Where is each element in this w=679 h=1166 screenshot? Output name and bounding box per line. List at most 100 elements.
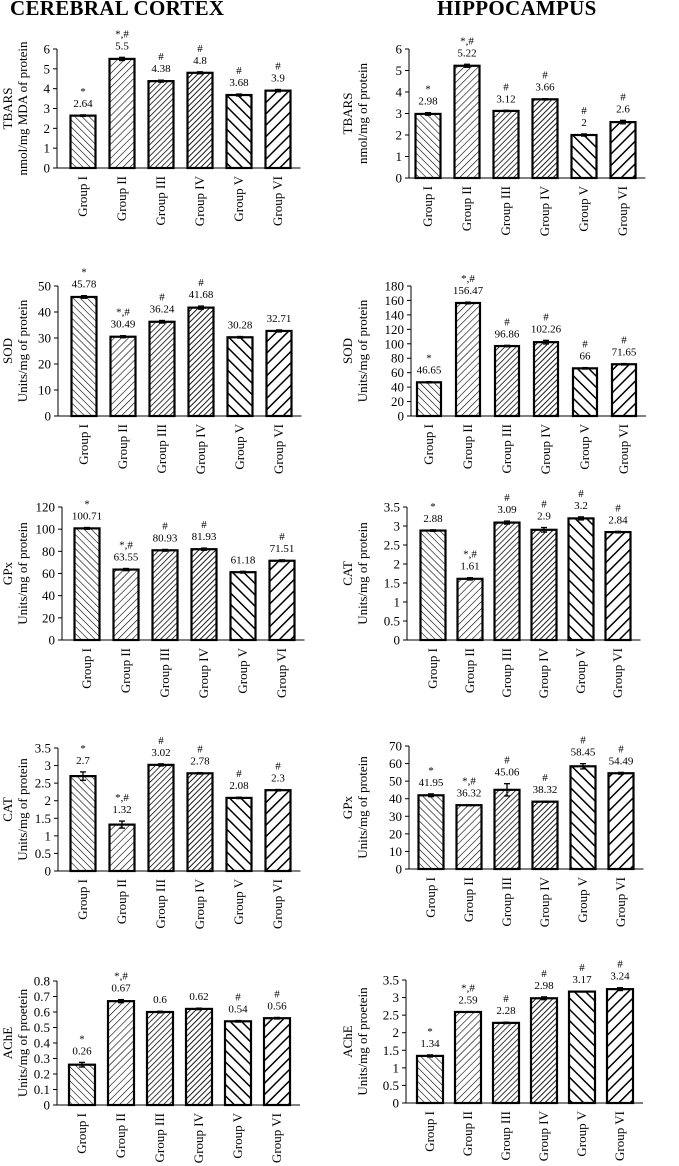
y-axis-title: Units/mg of protein	[15, 299, 30, 402]
value-label: 80.93	[153, 532, 178, 544]
y-axis-title: TBARS	[0, 88, 15, 130]
y-tick-label: 80	[42, 544, 55, 559]
value-label: 5.22	[457, 47, 476, 59]
value-label: 38.32	[533, 784, 558, 796]
bar-group-i	[415, 1054, 445, 1105]
category-label: Group III	[499, 648, 514, 697]
bar-group-ii	[108, 823, 136, 873]
significance-mark: *,#	[461, 273, 475, 285]
significance-mark: #	[503, 81, 509, 93]
value-label: 2.59	[458, 995, 478, 1007]
value-label: 2.98	[534, 980, 554, 992]
y-tick-label: 2	[393, 1025, 400, 1040]
y-tick-label: 2	[394, 557, 401, 572]
category-label: Group VI	[612, 1111, 627, 1161]
bar-group-ii	[109, 335, 137, 418]
category-label: Group VI	[616, 424, 631, 474]
category-label: Group V	[576, 185, 591, 231]
category-label: Group V	[574, 1110, 589, 1156]
value-label: 63.55	[114, 551, 139, 563]
bar-group-vi	[264, 89, 292, 170]
bar-group-ii	[453, 1010, 483, 1105]
category-label: Group II	[461, 877, 476, 922]
category-label: Group VI	[615, 186, 630, 236]
significance-mark: #	[275, 760, 281, 772]
bar-group-v	[567, 990, 597, 1105]
value-label: 3.17	[572, 974, 592, 986]
y-tick-label: 3	[45, 758, 52, 773]
bar-group-iv	[190, 548, 218, 642]
value-label: 0.67	[111, 983, 131, 995]
significance-mark: *	[427, 1026, 433, 1038]
y-tick-label: 80	[391, 351, 404, 366]
y-tick-label: 0	[49, 633, 56, 648]
y-tick-label: 40	[42, 588, 55, 603]
value-label: 3.2	[574, 500, 588, 512]
significance-mark: #	[503, 993, 509, 1005]
value-label: 2.08	[229, 780, 249, 792]
y-tick-label: 70	[389, 739, 402, 754]
significance-mark: #	[580, 735, 586, 747]
value-label: 3.24	[610, 971, 630, 983]
value-label: 0.54	[228, 1004, 248, 1016]
value-label: 3.66	[535, 82, 555, 94]
y-tick-label: 2	[396, 128, 403, 143]
value-label: 156.47	[453, 285, 484, 297]
y-tick-label: 3.5	[383, 973, 399, 988]
significance-mark: #	[504, 316, 510, 328]
value-label: 36.32	[457, 788, 482, 800]
y-axis-title: AChE	[0, 1027, 15, 1060]
y-tick-label: 1	[44, 141, 51, 156]
significance-mark: #	[581, 105, 587, 117]
significance-mark: #	[578, 488, 584, 500]
y-tick-label: 160	[385, 293, 405, 308]
y-tick-label: 40	[38, 305, 51, 320]
significance-mark: *,#	[461, 983, 475, 995]
value-label: 1.61	[460, 561, 479, 573]
bar-group-v	[226, 336, 254, 418]
category-label: Group VI	[613, 877, 628, 927]
value-label: 2.28	[496, 1005, 516, 1017]
chart-cortex-tbars: 0 1 2 3 4 5 6 TBARS nmol/mg MDA of protein 2.64* G…	[0, 28, 301, 226]
category-label: Group V	[232, 423, 247, 469]
significance-mark: *,#	[115, 792, 129, 804]
significance-mark: #	[197, 744, 203, 756]
y-tick-label: 0.5	[383, 1078, 399, 1093]
y-tick-label: 120	[385, 322, 405, 337]
y-tick-label: 0.5	[34, 1020, 50, 1035]
y-tick-label: 3	[394, 519, 401, 534]
bar-group-vi	[604, 530, 632, 642]
significance-mark: #	[504, 492, 510, 504]
significance-mark: #	[235, 992, 241, 1004]
bar-group-vi	[268, 559, 296, 642]
value-label: 45.78	[72, 279, 97, 291]
category-label: Group V	[230, 1112, 245, 1158]
significance-mark: *,#	[462, 776, 476, 788]
category-label: Group V	[231, 175, 246, 221]
significance-mark: #	[274, 988, 280, 1000]
value-label: 0.56	[267, 1000, 287, 1012]
category-label: Group II	[462, 648, 477, 693]
category-label: Group III	[498, 1111, 513, 1160]
y-axis-title: SOD	[340, 338, 355, 364]
category-label: Group VI	[270, 879, 285, 929]
y-tick-label: 0	[398, 409, 405, 424]
category-label: Group I	[75, 176, 90, 217]
value-label: 2.84	[608, 514, 628, 526]
y-axis-title: Units/mg of protein	[355, 299, 370, 402]
y-axis-title: nmol/mg MDA of protein	[15, 41, 30, 175]
category-label: Group VI	[269, 1113, 284, 1163]
significance-mark: #	[279, 531, 285, 543]
value-label: 41.95	[419, 777, 444, 789]
bar-group-i	[73, 527, 101, 642]
cerebral-cortex-title: CEREBRAL CORTEX	[10, 0, 225, 20]
category-label: Group II	[115, 424, 130, 469]
bar-group-iii	[491, 1021, 521, 1105]
category-label: Group V	[577, 423, 592, 469]
significance-mark: #	[579, 962, 585, 974]
y-tick-label: 1	[394, 595, 401, 610]
category-label: Group I	[79, 648, 94, 689]
significance-mark: *,#	[460, 35, 474, 47]
bar-group-i	[414, 112, 442, 180]
value-label: 30.49	[111, 319, 136, 331]
